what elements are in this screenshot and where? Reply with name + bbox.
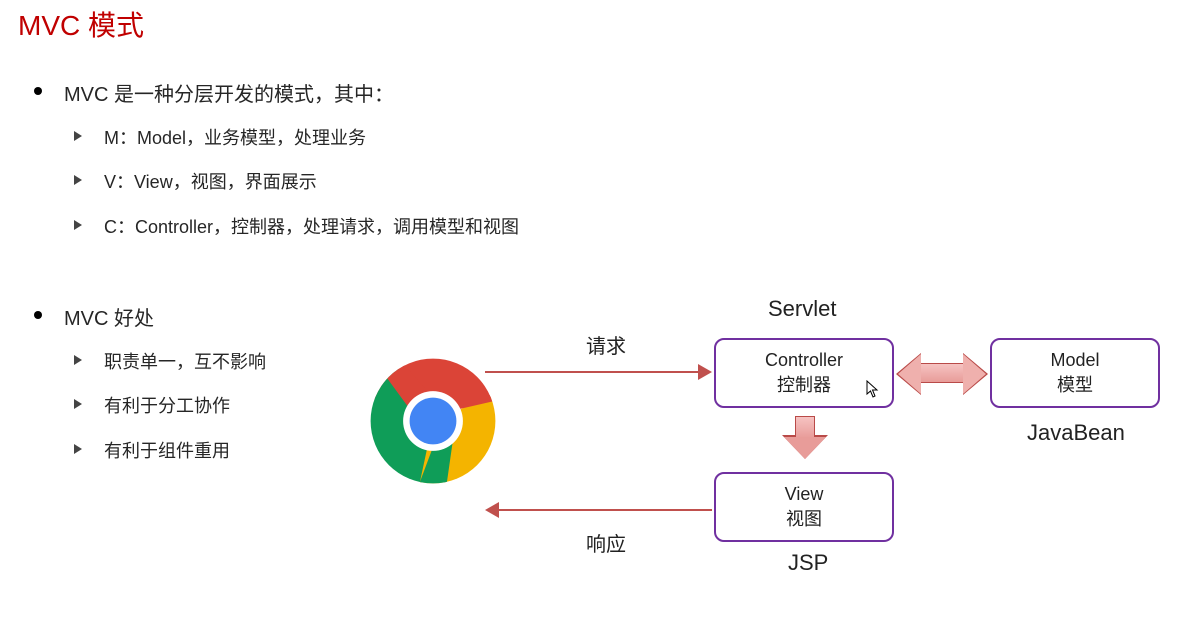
section-1-item-2-text: V：View，视图，界面展示 [104, 172, 317, 192]
chevron-right-icon [74, 220, 82, 230]
response-arrow-label: 响应 [586, 528, 626, 557]
request-arrow-head-icon [698, 364, 712, 380]
request-arrow-label: 请求 [586, 330, 626, 359]
section-2-item-1: 职责单一，互不影响 [104, 348, 266, 374]
model-box: Model 模型 [990, 338, 1160, 408]
bullet-disc-icon [34, 87, 42, 95]
view-box-line1: View [716, 484, 892, 505]
view-box: View 视图 [714, 472, 894, 542]
controller-box-line1: Controller [716, 350, 892, 371]
section-1-item-3-text: C：Controller，控制器，处理请求，调用模型和视图 [104, 217, 519, 237]
controller-box-line2: 控制器 [716, 371, 892, 397]
down-block-arrow-icon [784, 416, 828, 460]
section-2-item-1-text: 职责单一，互不影响 [104, 352, 266, 372]
chevron-right-icon [74, 399, 82, 409]
controller-box: Controller 控制器 [714, 338, 894, 408]
response-arrow-line [499, 509, 712, 511]
page-title: MVC 模式 [18, 4, 144, 44]
chevron-right-icon [74, 175, 82, 185]
section-2-heading-text: MVC 好处 [64, 308, 154, 330]
servlet-label: Servlet [768, 296, 836, 322]
section-2-item-3: 有利于组件重用 [104, 437, 230, 463]
section-1-heading-text: MVC 是一种分层开发的模式，其中： [64, 84, 394, 106]
bullet-disc-icon [34, 311, 42, 319]
section-1-item-1: M：Model，业务模型，处理业务 [104, 124, 366, 150]
section-2-heading: MVC 好处 [64, 302, 154, 331]
bidirectional-block-arrow-icon [898, 354, 986, 394]
response-arrow-head-icon [485, 502, 499, 518]
model-box-line1: Model [992, 350, 1158, 371]
chevron-right-icon [74, 444, 82, 454]
section-1-heading: MVC 是一种分层开发的模式，其中： [64, 78, 394, 107]
javabean-label: JavaBean [1027, 420, 1125, 446]
section-2-item-2: 有利于分工协作 [104, 392, 230, 418]
chevron-right-icon [74, 131, 82, 141]
section-2-item-2-text: 有利于分工协作 [104, 396, 230, 416]
chevron-right-icon [74, 355, 82, 365]
view-box-line2: 视图 [716, 505, 892, 531]
section-1-item-1-text: M：Model，业务模型，处理业务 [104, 128, 366, 148]
section-1-item-3: C：Controller，控制器，处理请求，调用模型和视图 [104, 213, 519, 239]
chrome-icon [368, 356, 498, 486]
section-1-item-2: V：View，视图，界面展示 [104, 168, 317, 194]
section-2-item-3-text: 有利于组件重用 [104, 441, 230, 461]
jsp-label: JSP [788, 550, 828, 576]
model-box-line2: 模型 [992, 371, 1158, 397]
request-arrow-line [485, 371, 698, 373]
